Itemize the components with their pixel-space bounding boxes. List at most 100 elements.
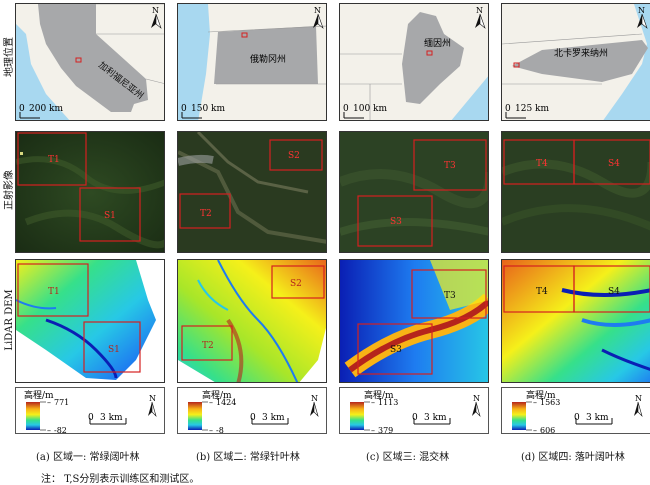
location-map-d: 北卡罗来纳州 N 0 125 km xyxy=(501,3,650,121)
svg-text:N: N xyxy=(314,6,321,15)
svg-text:3 km: 3 km xyxy=(262,413,285,423)
svg-text:S2: S2 xyxy=(288,151,300,161)
north-arrow-icon: N xyxy=(637,6,648,29)
ortho-image-b: S2 T2 xyxy=(177,131,327,253)
dem-image-b: S2 T2 xyxy=(177,259,327,383)
dem-scale-bar-d: 0 3 km xyxy=(574,413,613,425)
svg-text:–: – xyxy=(533,398,537,407)
svg-text:3 km: 3 km xyxy=(100,413,123,423)
svg-text:1563: 1563 xyxy=(540,398,560,407)
svg-text:S4: S4 xyxy=(608,287,620,297)
svg-text:N: N xyxy=(638,6,645,15)
svg-text:N: N xyxy=(635,394,642,403)
svg-text:S4: S4 xyxy=(608,159,620,169)
ortho-image-c: T3 S3 xyxy=(339,131,489,253)
legend-d: 高程/m –1563 –606 0 3 km N xyxy=(501,387,650,435)
caption-c: (c) 区域三: 混交林 xyxy=(366,452,450,463)
svg-text:T3: T3 xyxy=(444,291,456,301)
svg-text:T4: T4 xyxy=(536,287,548,297)
svg-text:–: – xyxy=(47,398,51,407)
dem-scale-bar-b: 0 3 km xyxy=(250,413,289,425)
svg-text:0: 0 xyxy=(574,413,580,423)
location-map-c: 缅因州 N 0 100 km xyxy=(339,3,489,121)
scale-bar-d: 0 125 km xyxy=(505,104,549,119)
svg-text:3 km: 3 km xyxy=(424,413,447,423)
svg-text:S1: S1 xyxy=(104,211,116,221)
svg-text:S2: S2 xyxy=(290,279,302,289)
svg-text:1424: 1424 xyxy=(216,398,236,407)
ortho-image-a: T1 S1 xyxy=(15,131,165,253)
svg-text:T1: T1 xyxy=(48,287,60,297)
svg-text:S1: S1 xyxy=(108,345,120,355)
svg-text:–: – xyxy=(209,398,213,407)
svg-text:N: N xyxy=(149,394,156,403)
dem-scale-bar-c: 0 3 km xyxy=(412,413,451,425)
svg-text:高程/m: 高程/m xyxy=(202,389,232,401)
scale-bar-c: 0 100 km xyxy=(343,104,387,119)
ortho-image-d: T4 S4 xyxy=(501,131,650,253)
svg-text:100 km: 100 km xyxy=(353,104,387,114)
legend-a: 高程/m –771 – -82 0 3 km N xyxy=(15,387,165,435)
north-arrow-icon: N xyxy=(313,6,324,29)
svg-text:S3: S3 xyxy=(390,345,402,355)
dem-image-d: T4 S4 xyxy=(501,259,650,383)
svg-text:3 km: 3 km xyxy=(586,413,609,423)
svg-text:N: N xyxy=(476,6,483,15)
state-label-c: 缅因州 xyxy=(424,37,451,49)
location-map-b: 俄勒冈州 N 0 150 km xyxy=(177,3,327,121)
svg-text:高程/m: 高程/m xyxy=(526,389,556,401)
svg-text:-8: -8 xyxy=(216,426,224,435)
svg-text:1113: 1113 xyxy=(378,398,398,407)
svg-text:–: – xyxy=(371,398,375,407)
location-map-a: 加利福尼亚州 N 0 200 km xyxy=(15,3,165,121)
row-label-ortho: 正射影像 xyxy=(4,170,15,210)
svg-text:N: N xyxy=(152,6,159,15)
svg-text:–: – xyxy=(371,426,375,435)
dem-image-c: T3 S3 xyxy=(339,259,489,383)
svg-text:125 km: 125 km xyxy=(515,104,549,114)
svg-text:N: N xyxy=(473,394,480,403)
caption-b: (b) 区域二: 常绿针叶林 xyxy=(196,452,300,463)
north-arrow-icon: N xyxy=(151,6,162,29)
state-label-d: 北卡罗来纳州 xyxy=(554,47,608,59)
svg-text:T4: T4 xyxy=(536,159,548,169)
svg-text:S3: S3 xyxy=(390,217,402,227)
scale-bar-b: 0 150 km xyxy=(181,104,225,119)
scale-bar-a: 0 200 km xyxy=(19,104,63,119)
svg-text:606: 606 xyxy=(540,426,555,435)
svg-text:771: 771 xyxy=(54,398,69,407)
north-arrow-icon: N xyxy=(310,394,319,418)
svg-text:0: 0 xyxy=(181,104,187,114)
svg-text:高程/m: 高程/m xyxy=(24,389,54,401)
svg-text:-82: -82 xyxy=(54,426,67,435)
svg-text:–: – xyxy=(533,426,537,435)
figure-note: 注： T,S分别表示训练区和测试区。 xyxy=(41,474,200,485)
svg-text:T3: T3 xyxy=(444,161,456,171)
row-label-dem: LiDAR DEM xyxy=(4,289,15,351)
row-label-location: 地理位置 xyxy=(4,37,15,77)
svg-text:200 km: 200 km xyxy=(29,104,63,114)
north-arrow-icon: N xyxy=(634,394,643,418)
dem-image-a: T1 S1 xyxy=(15,259,165,383)
svg-text:0: 0 xyxy=(343,104,349,114)
north-arrow-icon: N xyxy=(148,394,157,418)
svg-text:–: – xyxy=(209,426,213,435)
svg-text:高程/m: 高程/m xyxy=(364,389,394,401)
state-label-b: 俄勒冈州 xyxy=(250,53,286,65)
north-arrow-icon: N xyxy=(475,6,486,29)
svg-text:T2: T2 xyxy=(200,209,212,219)
svg-text:N: N xyxy=(311,394,318,403)
svg-text:T1: T1 xyxy=(48,155,60,165)
legend-b: 高程/m –1424 – -8 0 3 km N xyxy=(177,387,327,435)
svg-text:T2: T2 xyxy=(202,341,214,351)
legend-c: 高程/m –1113 –379 0 3 km N xyxy=(339,387,489,435)
svg-text:0: 0 xyxy=(19,104,25,114)
dem-scale-bar-a: 0 3 km xyxy=(88,413,127,425)
svg-text:379: 379 xyxy=(378,426,393,435)
caption-d: (d) 区域四: 落叶阔叶林 xyxy=(521,452,625,463)
svg-text:0: 0 xyxy=(250,413,256,423)
north-arrow-icon: N xyxy=(472,394,481,418)
svg-text:0: 0 xyxy=(88,413,94,423)
caption-a: (a) 区域一: 常绿阔叶林 xyxy=(36,452,140,463)
svg-text:0: 0 xyxy=(412,413,418,423)
